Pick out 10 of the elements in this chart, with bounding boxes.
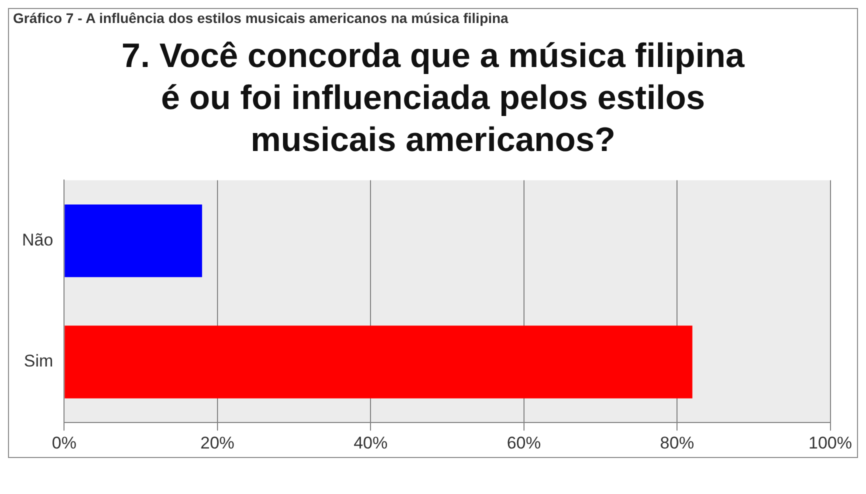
x-tick-label: 20% — [200, 433, 234, 452]
x-tick-label: 80% — [660, 433, 694, 452]
chart-title: 7. Você concorda que a música filipina é ou foi influenciada pelos estilos musicais americanos? — [120, 36, 746, 161]
x-tick-label: 0% — [52, 433, 76, 452]
y-tick-label: Sim — [24, 352, 54, 371]
text: Gráfico 7 - A influência dos estilos musicais americanos na música filipina — [12, 9, 510, 27]
y-tick-label: Não — [22, 230, 54, 250]
x-tick-label: 60% — [506, 433, 541, 452]
x-tick-label: 100% — [808, 433, 852, 452]
x-tick-label: 40% — [354, 433, 388, 452]
